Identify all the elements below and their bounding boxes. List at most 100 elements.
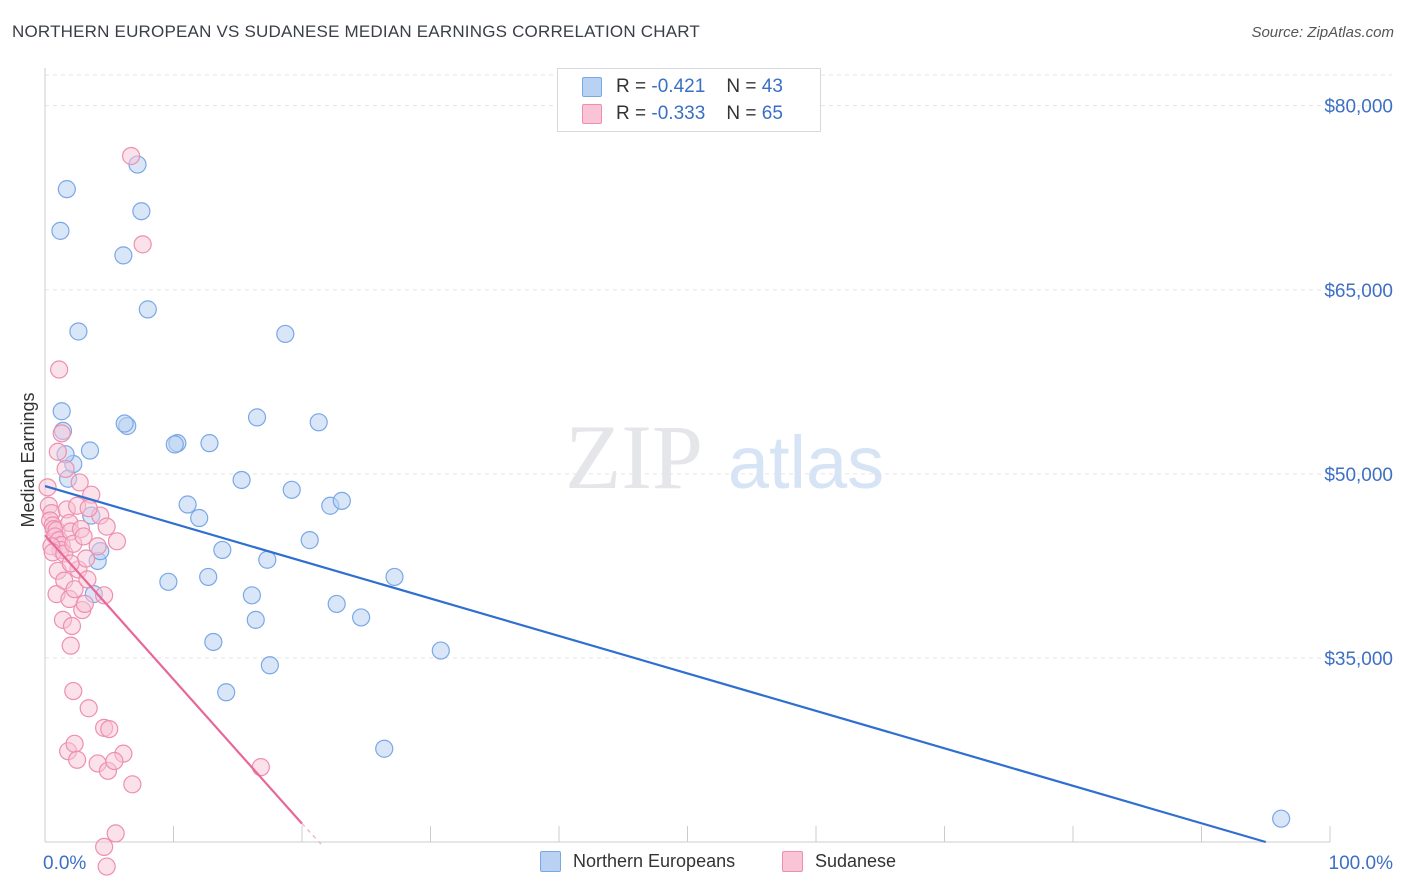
watermark-zip: ZIP [565, 406, 703, 508]
watermark-atlas: atlas [728, 421, 884, 504]
data-point-northern [232, 470, 251, 490]
data-point-northern [57, 180, 76, 199]
data-point-sudanese [61, 636, 80, 655]
data-point-northern [138, 300, 157, 319]
y-tick-label: $80,000 [1324, 97, 1393, 118]
x-tick-label: 0.0% [43, 853, 86, 874]
series-northern-europeans [51, 155, 1291, 828]
legend-swatch-pink [782, 851, 803, 872]
data-point-northern [247, 408, 267, 427]
data-point-northern [178, 495, 197, 514]
data-point-northern [375, 739, 394, 758]
data-point-sudanese [88, 537, 107, 556]
data-point-northern [352, 608, 371, 627]
data-point-northern [165, 435, 184, 454]
data-point-sudanese [65, 580, 84, 599]
chart-title: NORTHERN EUROPEAN VS SUDANESE MEDIAN EAR… [12, 22, 700, 41]
legend-swatch-pink [582, 104, 602, 124]
correlation-legend: R = -0.421 N = 43 R = -0.333 N = 65 [557, 68, 821, 132]
data-point-sudanese [75, 594, 94, 614]
tick-labels: $35,000 $50,000 $65,000 $80,000 0.0% 100.0% [43, 97, 1393, 874]
legend-n-label: N = [726, 76, 757, 97]
series-legend: Northern Europeans Sudanese [0, 851, 1406, 877]
data-point-sudanese [95, 837, 114, 857]
legend-swatch-blue [540, 851, 561, 872]
data-point-sudanese [62, 616, 82, 636]
data-point-sudanese [79, 699, 98, 718]
data-point-northern [80, 441, 100, 460]
chart-source: Source: ZipAtlas.com [1251, 24, 1394, 41]
data-point-sudanese [52, 424, 71, 443]
trend-line-northern [44, 485, 1267, 844]
data-point-sudanese [95, 586, 114, 605]
data-point-northern [1272, 809, 1291, 828]
data-point-northern [217, 683, 236, 702]
data-point-sudanese [133, 235, 152, 254]
trend-line-sudanese [44, 534, 303, 825]
data-point-northern [385, 567, 404, 587]
data-point-sudanese [48, 442, 67, 461]
legend-label: Northern Europeans [573, 851, 736, 871]
legend-n-label: N = [726, 103, 757, 124]
legend-label: Sudanese [815, 851, 897, 871]
legend-item-northern-europeans[interactable]: Northern Europeans [540, 851, 735, 872]
data-point-northern [132, 202, 151, 221]
data-point-sudanese [79, 499, 98, 518]
legend-row-sudanese: R = -0.333 N = 65 [582, 102, 783, 126]
data-point-sudanese [56, 459, 75, 479]
legend-n-value: 43 [761, 76, 783, 97]
y-tick-label: $50,000 [1324, 465, 1393, 486]
legend-row-northern: R = -0.421 N = 43 [582, 75, 783, 99]
legend-item-sudanese[interactable]: Sudanese [782, 851, 896, 872]
data-point-sudanese [68, 750, 87, 769]
data-point-sudanese [107, 532, 127, 551]
axes [44, 68, 1331, 843]
legend-r-value: -0.421 [651, 76, 706, 97]
data-point-northern [276, 324, 295, 344]
data-point-northern [431, 641, 450, 660]
legend-r-label: R = [616, 76, 647, 97]
data-point-northern [332, 491, 351, 510]
data-point-northern [115, 414, 134, 433]
data-point-sudanese [105, 751, 124, 771]
data-point-northern [282, 480, 301, 499]
data-point-northern [190, 508, 209, 528]
legend-n-value: 65 [761, 103, 783, 124]
data-point-northern [69, 322, 88, 341]
data-point-northern [213, 540, 232, 560]
y-tick-label: $35,000 [1324, 649, 1393, 670]
data-point-northern [200, 434, 219, 453]
data-point-sudanese [70, 473, 89, 492]
watermark: ZIP atlas [565, 406, 884, 508]
data-point-northern [309, 413, 328, 432]
data-point-sudanese [97, 517, 116, 536]
data-point-sudanese [106, 824, 125, 843]
data-point-northern [246, 610, 265, 629]
data-point-northern [52, 402, 71, 421]
y-tick-label: $65,000 [1324, 281, 1393, 302]
data-point-northern [327, 594, 346, 614]
trend-line-sudanese-extension [301, 823, 322, 845]
data-point-sudanese [50, 360, 69, 379]
data-point-sudanese [97, 857, 116, 876]
legend-r-label: R = [616, 103, 647, 124]
trend-lines [44, 485, 1267, 845]
data-point-northern [51, 221, 70, 240]
data-point-sudanese [251, 758, 270, 777]
data-point-northern [204, 632, 223, 652]
data-point-northern [159, 572, 178, 591]
data-point-sudanese [65, 734, 84, 753]
y-axis-label: Median Earnings [18, 392, 38, 527]
series-sudanese [38, 146, 270, 876]
data-point-northern [300, 531, 319, 550]
x-tick-label: 100.0% [1329, 853, 1394, 874]
data-point-sudanese [78, 570, 97, 589]
data-point-sudanese [123, 775, 142, 794]
legend-swatch-blue [582, 77, 602, 97]
data-point-northern [114, 246, 133, 265]
grid-lines [45, 74, 1392, 659]
data-point-sudanese [121, 146, 141, 166]
legend-r-value: -0.333 [651, 103, 706, 124]
data-point-sudanese [74, 527, 93, 546]
